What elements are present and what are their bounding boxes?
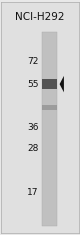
Text: 36: 36 xyxy=(27,123,38,132)
Bar xyxy=(42,32,57,226)
Text: NCI-H292: NCI-H292 xyxy=(15,12,65,22)
Text: 17: 17 xyxy=(27,188,38,197)
Polygon shape xyxy=(60,76,64,92)
Text: 55: 55 xyxy=(27,80,38,89)
Text: 28: 28 xyxy=(27,144,38,153)
Text: 72: 72 xyxy=(27,57,38,66)
Bar xyxy=(42,105,57,110)
Bar xyxy=(42,79,57,89)
